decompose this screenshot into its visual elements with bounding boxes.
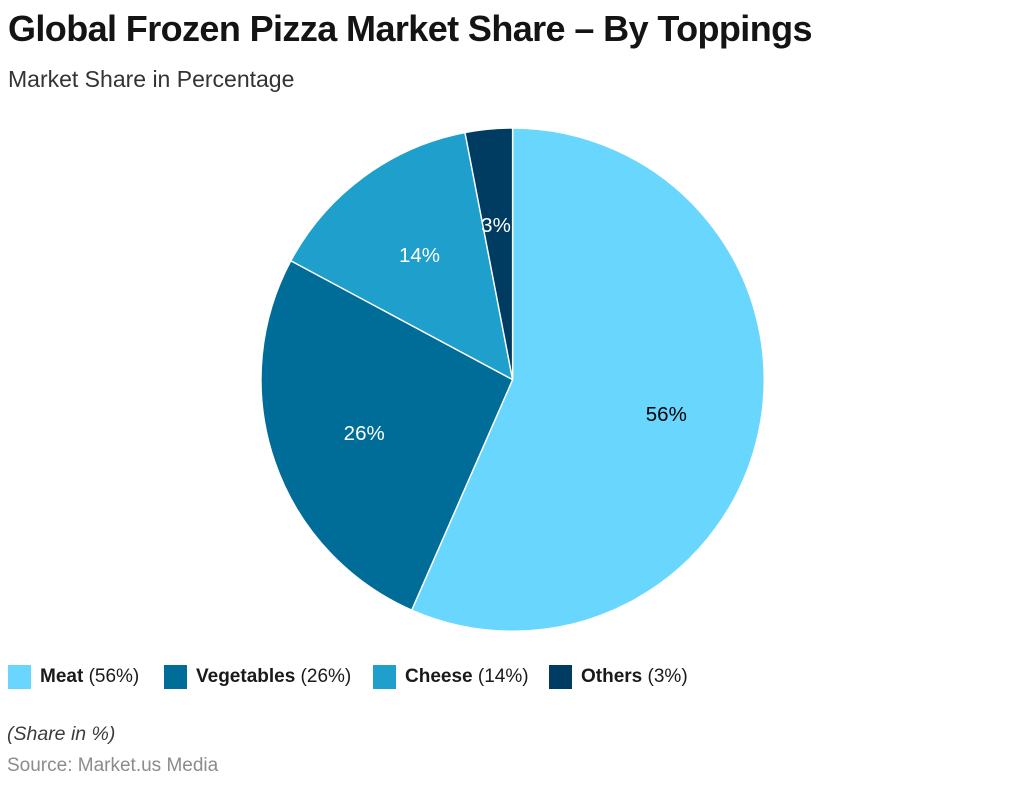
svg-text:26%: 26% xyxy=(344,422,385,445)
svg-text:3%: 3% xyxy=(481,214,511,237)
svg-text:56%: 56% xyxy=(646,403,687,426)
svg-text:14%: 14% xyxy=(399,244,440,267)
